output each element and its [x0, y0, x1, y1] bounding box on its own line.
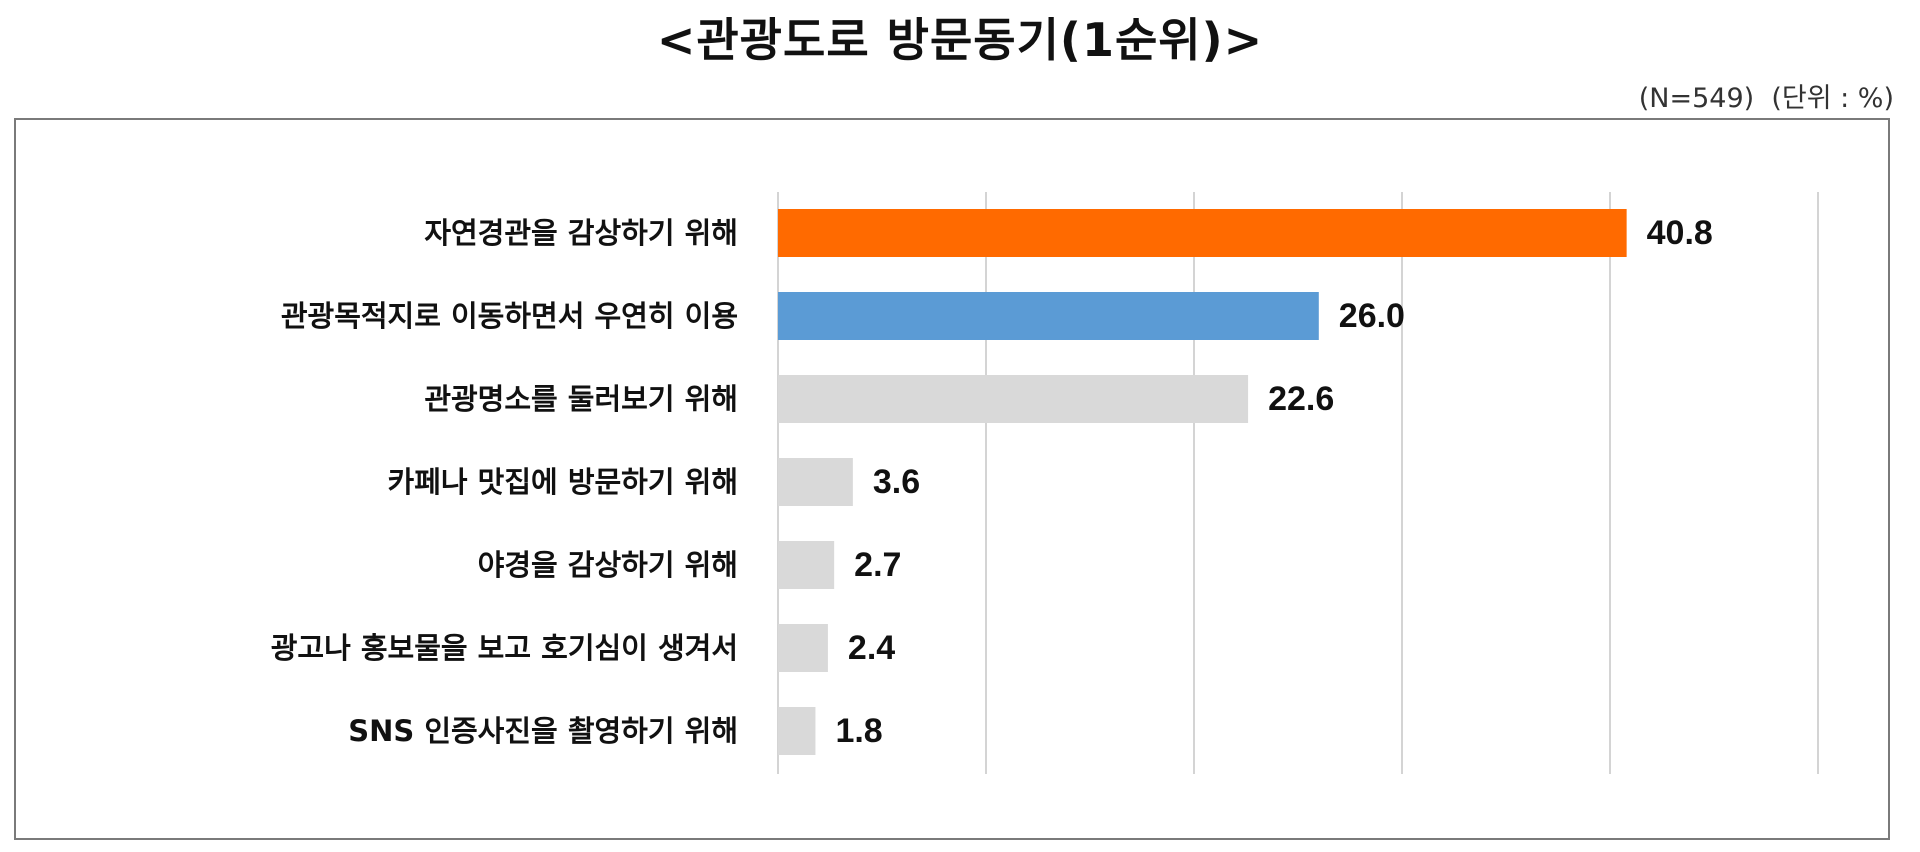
bar [778, 375, 1249, 423]
value-labels: 40.8 26.0 22.6 3.6 2.7 2.4 1.8 [835, 214, 1712, 750]
value-label: 22.6 [1268, 380, 1334, 418]
category-label: 관광명소를 둘러보기 위해 [424, 382, 738, 416]
bar [778, 541, 835, 589]
category-label: 카페나 맛집에 방문하기 위해 [388, 465, 738, 499]
bars [778, 209, 1627, 755]
bar [778, 624, 828, 672]
bar [778, 458, 853, 506]
category-label: 광고나 홍보물을 보고 호기심이 생겨서 [271, 631, 738, 665]
gridlines [777, 192, 1819, 774]
category-label: 자연경관을 감상하기 위해 [424, 216, 738, 250]
category-label: 야경을 감상하기 위해 [478, 548, 738, 582]
value-label: 2.4 [848, 629, 895, 667]
value-label: 40.8 [1647, 214, 1713, 252]
bar [778, 209, 1627, 257]
sample-unit-note: (N=549) (단위 : %) [1638, 83, 1894, 114]
value-label: 26.0 [1339, 297, 1405, 335]
chart-title: <관광도로 방문동기(1순위)> [656, 13, 1264, 67]
value-label: 3.6 [873, 463, 920, 501]
category-label: 관광목적지로 이동하면서 우연히 이용 [281, 299, 738, 333]
bar [778, 292, 1319, 340]
value-label: 2.7 [854, 546, 901, 584]
category-label: SNS 인증사진을 촬영하기 위해 [348, 714, 738, 748]
bar [778, 707, 816, 755]
value-label: 1.8 [835, 712, 882, 750]
